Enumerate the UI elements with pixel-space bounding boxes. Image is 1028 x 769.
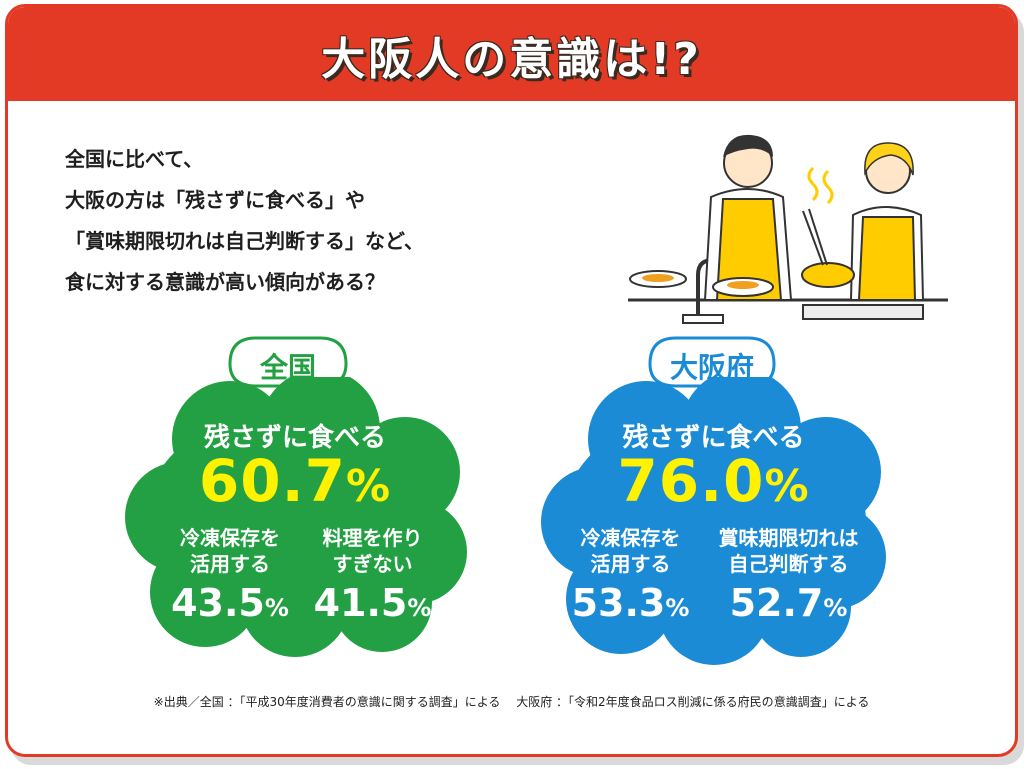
osaka-main-label: 残さずに食べる — [622, 423, 805, 453]
osaka-item2-label: 自己判断する — [728, 552, 849, 576]
national-main-label: 残さずに食べる — [203, 423, 386, 453]
intro-line: 「賞味期限切れは自己判断する」など、 — [65, 229, 424, 253]
cooking-couple-illustration — [628, 134, 948, 324]
osaka-main-number: 76.0 — [617, 447, 765, 515]
national-item1-label: 活用する — [190, 552, 270, 576]
osaka-item1-label: 冷凍保存を — [580, 526, 681, 550]
osaka-item1: 冷凍保存を 活用する 53.3% — [558, 525, 703, 628]
national-main-value: 60.7% — [120, 447, 470, 515]
osaka-item2-value: 52.7% — [701, 583, 876, 628]
national-cloud-shape — [125, 377, 467, 657]
source-footnote: ※出典／全国 ：「平成30年度消費者の意識に関する調査」による 大阪府 ：「令和… — [153, 695, 870, 709]
page-title: 大阪人の意識は!? — [321, 34, 702, 85]
intro-line: 大阪の方は「残さずに食べる」や — [65, 188, 365, 212]
national-item2-number: 41.5 — [313, 581, 408, 625]
osaka-item2-number: 52.7 — [729, 581, 824, 625]
osaka-item2-unit: % — [823, 594, 848, 622]
national-item1-label: 冷凍保存を — [180, 526, 280, 550]
osaka-item1-number: 53.3 — [571, 581, 666, 625]
national-cloud: 残さずに食べる 60.7% 冷凍保存を 活用する 43.5% 料理を作り すぎな… — [120, 377, 470, 659]
national-main-unit: % — [346, 461, 392, 512]
osaka-cloud-shape — [541, 377, 886, 665]
header-banner: 大阪人の意識は!? — [8, 7, 1015, 101]
national-item1-number: 43.5 — [171, 581, 265, 625]
osaka-item2-label: 賞味期限切れは — [718, 526, 859, 550]
intro-line: 食に対する意識が高い傾向がある？ — [65, 270, 385, 294]
national-item1-unit: % — [264, 594, 289, 622]
national-item2-value: 41.5% — [305, 583, 440, 628]
osaka-item1-unit: % — [665, 594, 690, 622]
osaka-cloud: 残さずに食べる 76.0% 冷凍保存を 活用する 53.3% 賞味期限切れは 自… — [536, 377, 891, 667]
national-item2-unit: % — [407, 594, 432, 622]
national-item2-label: 料理を作り — [322, 526, 423, 550]
osaka-main-value: 76.0% — [536, 447, 891, 515]
osaka-item2: 賞味期限切れは 自己判断する 52.7% — [701, 525, 876, 628]
intro-text: 全国に比べて、 大阪の方は「残さずに食べる」や 「賞味期限切れは自己判断する」な… — [65, 139, 424, 303]
national-item2-label: すぎない — [332, 552, 413, 576]
national-main-number: 60.7 — [198, 447, 346, 515]
info-card: 大阪人の意識は!? 全国に比べて、 大阪の方は「残さずに食べる」や 「賞味期限切… — [5, 4, 1018, 757]
intro-line: 全国に比べて、 — [65, 147, 204, 171]
national-item1-value: 43.5% — [160, 583, 300, 628]
osaka-main-unit: % — [764, 461, 810, 512]
osaka-item1-label: 活用する — [590, 552, 671, 576]
national-item1: 冷凍保存を 活用する 43.5% — [160, 525, 300, 628]
national-item2: 料理を作り すぎない 41.5% — [305, 525, 440, 628]
osaka-item1-value: 53.3% — [558, 583, 703, 628]
